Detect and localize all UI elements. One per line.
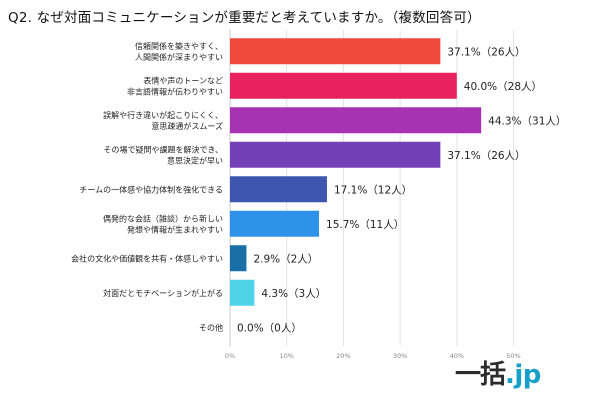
x-tick-label: 30% bbox=[393, 352, 407, 360]
bar bbox=[230, 210, 320, 237]
bar bbox=[230, 107, 482, 134]
x-tick-label: 20% bbox=[336, 352, 350, 360]
category-label: 対面だとモチベーションが上がる bbox=[103, 288, 223, 298]
value-label: 2.9%（2人） bbox=[253, 253, 318, 265]
category-label: その他 bbox=[199, 322, 223, 332]
x-tick-labels: 0% 10% 20% 30% 40% 50% bbox=[225, 352, 521, 360]
category-label: 非言語情報が伝わりやすい bbox=[127, 86, 223, 96]
value-label: 0.0%（0人） bbox=[237, 322, 302, 334]
bars bbox=[230, 38, 482, 306]
value-label: 37.1%（26人） bbox=[447, 46, 525, 58]
x-tick-label: 0% bbox=[225, 352, 235, 360]
x-tick-label: 40% bbox=[450, 352, 464, 360]
bar bbox=[230, 141, 441, 168]
value-labels: 37.1%（26人） 40.0%（28人） 44.3%（31人） 37.1%（26人）… bbox=[237, 46, 566, 334]
value-label: 37.1%（26人） bbox=[447, 150, 525, 162]
category-label: 偶発的な会話（雑談）から新しい bbox=[103, 213, 223, 223]
logo-main-text: 一括 bbox=[455, 360, 506, 390]
value-label: 15.7%（11人） bbox=[326, 219, 404, 231]
logo-domain-text: .jp bbox=[505, 360, 541, 390]
category-label: 表情や声のトーンなど bbox=[143, 75, 223, 85]
category-label: 信頼関係を築きやすく、 bbox=[135, 41, 223, 51]
chart-title: Q2. なぜ対面コミュニケーションが重要だと考えていますか。（複数回答可） bbox=[8, 10, 481, 26]
category-label: 意思疎通がスムーズ bbox=[151, 121, 223, 131]
bar bbox=[230, 279, 255, 306]
category-label: チームの一体感や協力体制を強化できる bbox=[79, 184, 223, 194]
value-label: 44.3%（31人） bbox=[488, 115, 566, 127]
category-label: その場で疑問や課題を解決でき、 bbox=[104, 144, 223, 154]
value-label: 40.0%（28人） bbox=[464, 81, 542, 93]
category-label: 会社の文化や価値観を共有・体感しやすい bbox=[71, 253, 223, 263]
x-tick-label: 10% bbox=[279, 352, 293, 360]
bar bbox=[230, 245, 247, 272]
bar bbox=[230, 38, 441, 65]
bar bbox=[230, 72, 457, 99]
category-label: 意思決定が早い bbox=[167, 155, 223, 165]
bar bbox=[230, 176, 327, 203]
category-label: 誤解や行き違いが起こりにくく、 bbox=[103, 110, 223, 120]
x-tick-label: 50% bbox=[506, 352, 520, 360]
category-label: 人間関係が深まりやすい bbox=[135, 52, 223, 62]
value-label: 4.3%（3人） bbox=[261, 288, 326, 300]
category-labels: 信頼関係を築きやすく、人間関係が深まりやすい表情や声のトーンなど非言語情報が伝わ… bbox=[71, 41, 223, 333]
brand-logo: 一括.jp bbox=[455, 362, 541, 388]
value-label: 17.1%（12人） bbox=[334, 184, 412, 196]
category-label: 発想や情報が生まれやすい bbox=[127, 224, 223, 234]
